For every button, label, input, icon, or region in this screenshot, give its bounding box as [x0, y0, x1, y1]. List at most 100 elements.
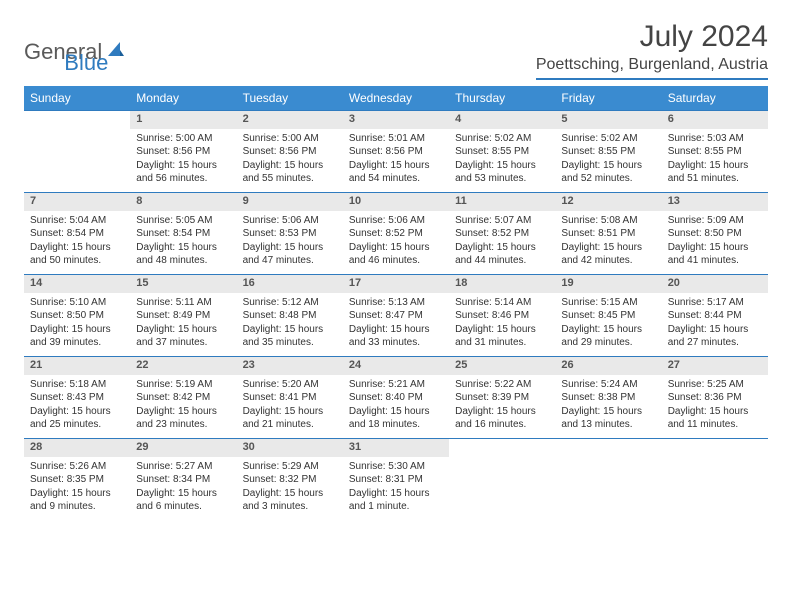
- sunrise-line: Sunrise: 5:03 AM: [668, 132, 762, 146]
- day-number-empty: [24, 111, 130, 129]
- sunrise-line: Sunrise: 5:26 AM: [30, 460, 124, 474]
- sunset-line: Sunset: 8:55 PM: [668, 145, 762, 159]
- sunrise-line: Sunrise: 5:00 AM: [243, 132, 337, 146]
- day-number-row: 14151617181920: [24, 275, 768, 293]
- day-number: 23: [237, 357, 343, 375]
- day-number: 27: [662, 357, 768, 375]
- sunrise-line: Sunrise: 5:02 AM: [561, 132, 655, 146]
- day-number: 15: [130, 275, 236, 293]
- sunrise-line: Sunrise: 5:22 AM: [455, 378, 549, 392]
- daylight-line: Daylight: 15 hours and 33 minutes.: [349, 323, 443, 350]
- title-block: July 2024 Poettsching, Burgenland, Austr…: [536, 20, 768, 80]
- day-number: 22: [130, 357, 236, 375]
- daylight-line: Daylight: 15 hours and 39 minutes.: [30, 323, 124, 350]
- day-cell: Sunrise: 5:06 AMSunset: 8:53 PMDaylight:…: [237, 211, 343, 275]
- header: General Blue July 2024 Poettsching, Burg…: [24, 20, 768, 80]
- day-cell-empty: [555, 457, 661, 521]
- weekday-header: Sunday: [24, 86, 130, 111]
- day-number: 18: [449, 275, 555, 293]
- sunrise-line: Sunrise: 5:18 AM: [30, 378, 124, 392]
- sunset-line: Sunset: 8:46 PM: [455, 309, 549, 323]
- sunset-line: Sunset: 8:40 PM: [349, 391, 443, 405]
- day-number: 8: [130, 193, 236, 211]
- day-cell: Sunrise: 5:22 AMSunset: 8:39 PMDaylight:…: [449, 375, 555, 439]
- daylight-line: Daylight: 15 hours and 48 minutes.: [136, 241, 230, 268]
- day-cell: Sunrise: 5:04 AMSunset: 8:54 PMDaylight:…: [24, 211, 130, 275]
- daylight-line: Daylight: 15 hours and 27 minutes.: [668, 323, 762, 350]
- sunset-line: Sunset: 8:41 PM: [243, 391, 337, 405]
- day-cell: Sunrise: 5:30 AMSunset: 8:31 PMDaylight:…: [343, 457, 449, 521]
- month-title: July 2024: [536, 20, 768, 54]
- day-number-row: 21222324252627: [24, 357, 768, 375]
- day-cell: Sunrise: 5:09 AMSunset: 8:50 PMDaylight:…: [662, 211, 768, 275]
- day-cell: Sunrise: 5:08 AMSunset: 8:51 PMDaylight:…: [555, 211, 661, 275]
- weekday-header: Tuesday: [237, 86, 343, 111]
- daylight-line: Daylight: 15 hours and 47 minutes.: [243, 241, 337, 268]
- daylight-line: Daylight: 15 hours and 11 minutes.: [668, 405, 762, 432]
- daylight-line: Daylight: 15 hours and 35 minutes.: [243, 323, 337, 350]
- weekday-header: Friday: [555, 86, 661, 111]
- daylight-line: Daylight: 15 hours and 25 minutes.: [30, 405, 124, 432]
- sunset-line: Sunset: 8:42 PM: [136, 391, 230, 405]
- day-cell: Sunrise: 5:17 AMSunset: 8:44 PMDaylight:…: [662, 293, 768, 357]
- day-number: 21: [24, 357, 130, 375]
- sunset-line: Sunset: 8:31 PM: [349, 473, 443, 487]
- day-cell-empty: [24, 129, 130, 193]
- daylight-line: Daylight: 15 hours and 55 minutes.: [243, 159, 337, 186]
- daylight-line: Daylight: 15 hours and 50 minutes.: [30, 241, 124, 268]
- day-number: 3: [343, 111, 449, 129]
- sunrise-line: Sunrise: 5:19 AM: [136, 378, 230, 392]
- sunset-line: Sunset: 8:48 PM: [243, 309, 337, 323]
- day-number: 17: [343, 275, 449, 293]
- daylight-line: Daylight: 15 hours and 6 minutes.: [136, 487, 230, 514]
- day-cell: Sunrise: 5:06 AMSunset: 8:52 PMDaylight:…: [343, 211, 449, 275]
- sunrise-line: Sunrise: 5:20 AM: [243, 378, 337, 392]
- sunrise-line: Sunrise: 5:13 AM: [349, 296, 443, 310]
- daylight-line: Daylight: 15 hours and 31 minutes.: [455, 323, 549, 350]
- day-data-row: Sunrise: 5:26 AMSunset: 8:35 PM Daylight:…: [24, 457, 768, 521]
- day-number: 29: [130, 439, 236, 457]
- sunset-line: Sunset: 8:47 PM: [349, 309, 443, 323]
- sunrise-line: Sunrise: 5:06 AM: [349, 214, 443, 228]
- sunrise-line: Sunrise: 5:27 AM: [136, 460, 230, 474]
- day-number: 5: [555, 111, 661, 129]
- sunrise-line: Sunrise: 5:09 AM: [668, 214, 762, 228]
- day-cell: Sunrise: 5:02 AMSunset: 8:55 PMDaylight:…: [555, 129, 661, 193]
- day-cell: Sunrise: 5:27 AMSunset: 8:34 PMDaylight:…: [130, 457, 236, 521]
- sunrise-line: Sunrise: 5:12 AM: [243, 296, 337, 310]
- sunset-line: Sunset: 8:35 PM: [30, 473, 124, 487]
- day-number: 30: [237, 439, 343, 457]
- day-number: 19: [555, 275, 661, 293]
- day-cell: Sunrise: 5:00 AMSunset: 8:56 PMDaylight:…: [130, 129, 236, 193]
- day-cell: Sunrise: 5:15 AMSunset: 8:45 PMDaylight:…: [555, 293, 661, 357]
- weekday-header: Thursday: [449, 86, 555, 111]
- day-data-row: Sunrise: 5:10 AMSunset: 8:50 PMDaylight:…: [24, 293, 768, 357]
- calendar-table: SundayMondayTuesdayWednesdayThursdayFrid…: [24, 86, 768, 521]
- daylight-line: Daylight: 15 hours and 42 minutes.: [561, 241, 655, 268]
- day-number: 11: [449, 193, 555, 211]
- sunrise-line: Sunrise: 5:01 AM: [349, 132, 443, 146]
- sunset-line: Sunset: 8:39 PM: [455, 391, 549, 405]
- day-data-row: Sunrise: 5:18 AMSunset: 8:43 PMDaylight:…: [24, 375, 768, 439]
- sunset-line: Sunset: 8:32 PM: [243, 473, 337, 487]
- daylight-line: Daylight: 15 hours and 44 minutes.: [455, 241, 549, 268]
- day-number: 2: [237, 111, 343, 129]
- sunrise-line: Sunrise: 5:17 AM: [668, 296, 762, 310]
- day-cell: Sunrise: 5:02 AMSunset: 8:55 PMDaylight:…: [449, 129, 555, 193]
- day-data-row: Sunrise: 5:00 AMSunset: 8:56 PMDaylight:…: [24, 129, 768, 193]
- daylight-line: Daylight: 15 hours and 23 minutes.: [136, 405, 230, 432]
- sunrise-line: Sunrise: 5:30 AM: [349, 460, 443, 474]
- sunset-line: Sunset: 8:49 PM: [136, 309, 230, 323]
- day-number: 7: [24, 193, 130, 211]
- sunset-line: Sunset: 8:55 PM: [561, 145, 655, 159]
- day-number: 1: [130, 111, 236, 129]
- sunrise-line: Sunrise: 5:00 AM: [136, 132, 230, 146]
- day-cell: Sunrise: 5:12 AMSunset: 8:48 PMDaylight:…: [237, 293, 343, 357]
- day-cell: Sunrise: 5:10 AMSunset: 8:50 PMDaylight:…: [24, 293, 130, 357]
- day-cell: Sunrise: 5:13 AMSunset: 8:47 PMDaylight:…: [343, 293, 449, 357]
- day-number: 31: [343, 439, 449, 457]
- daylight-line: Daylight: 15 hours and 29 minutes.: [561, 323, 655, 350]
- weekday-header: Monday: [130, 86, 236, 111]
- day-cell: Sunrise: 5:24 AMSunset: 8:38 PMDaylight:…: [555, 375, 661, 439]
- sunset-line: Sunset: 8:38 PM: [561, 391, 655, 405]
